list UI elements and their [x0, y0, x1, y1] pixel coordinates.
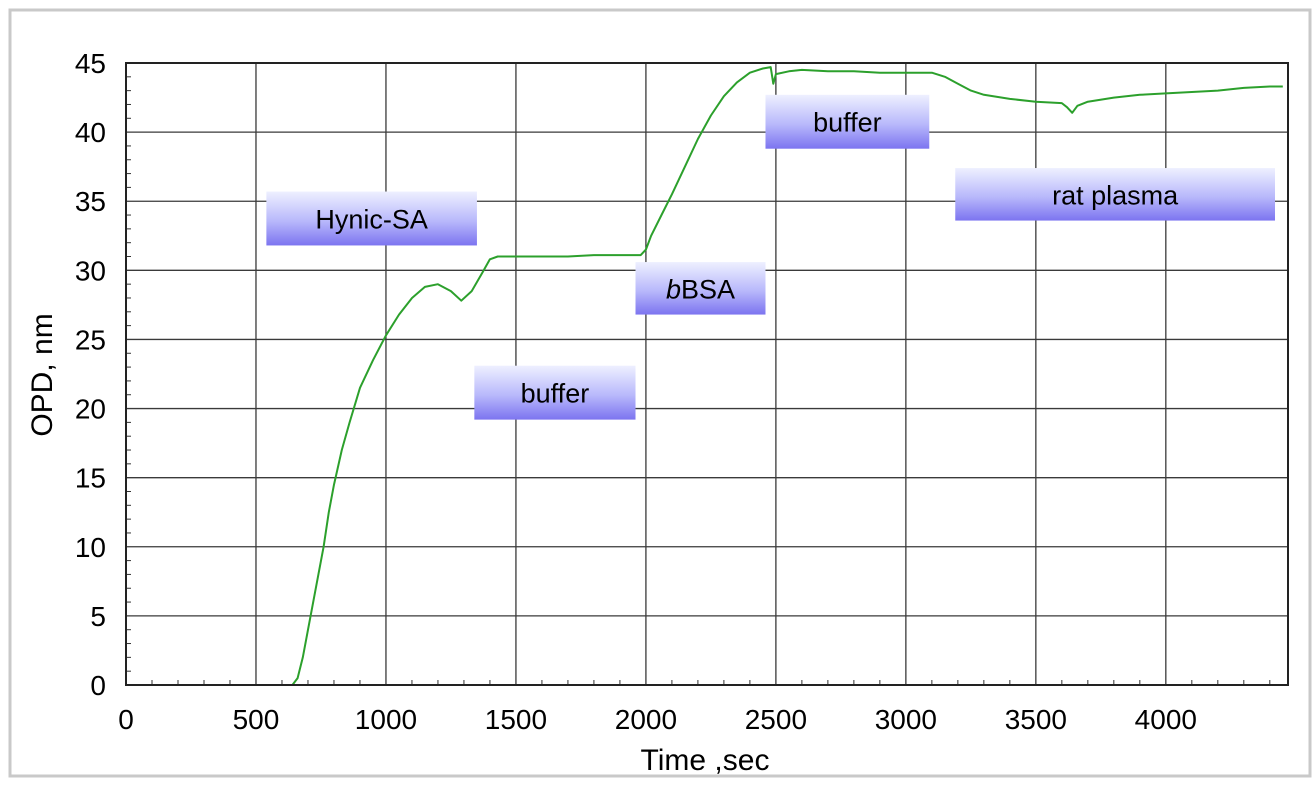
- x-tick-label: 4000: [1135, 704, 1197, 735]
- annotation-box: buffer: [765, 94, 930, 149]
- x-tick-label: 3500: [1005, 704, 1067, 735]
- annotation-box: bBSA: [635, 262, 766, 315]
- x-tick-label: 3000: [875, 704, 937, 735]
- y-axis-label: OPD, nm: [26, 313, 59, 436]
- x-tick-label: 2000: [615, 704, 677, 735]
- plot-area: [126, 63, 1288, 685]
- annotation-box: Hynic-SA: [266, 191, 477, 246]
- annotation-box-bg: [635, 262, 766, 315]
- y-tick-label: 0: [90, 670, 106, 701]
- annotation-label: buffer: [521, 379, 590, 409]
- annotation-box: rat plasma: [955, 168, 1276, 221]
- y-tick-label: 25: [75, 324, 106, 355]
- axes: 0 500 1000 1500 2000 2500 3000 3500 4000 0 5 10 15 20…: [75, 48, 1289, 735]
- x-tick-label: 1000: [355, 704, 417, 735]
- y-tick-label: 20: [75, 394, 106, 425]
- series-layer: [126, 66, 1283, 686]
- annotation-label: bBSA: [666, 274, 735, 304]
- y-tick-label: 45: [75, 48, 106, 79]
- y-tick-label: 5: [90, 601, 106, 632]
- annotation-boxes: Hynic-SA buffer bBSA buffer rat plasma: [266, 94, 1276, 420]
- x-axis-label: Time ,sec: [641, 744, 770, 777]
- annotation-label: rat plasma: [1052, 180, 1179, 210]
- y-tick-label: 35: [75, 186, 106, 217]
- grid: [126, 63, 1288, 685]
- y-tick-label: 30: [75, 255, 106, 286]
- y-tick-label: 15: [75, 463, 106, 494]
- annotation-label: Hynic-SA: [315, 205, 428, 235]
- x-tick-label: 0: [118, 704, 134, 735]
- annotation-label: buffer: [813, 108, 882, 138]
- x-tick-label: 1500: [485, 704, 547, 735]
- y-tick-label: 40: [75, 117, 106, 148]
- plot-frame: [125, 62, 1289, 686]
- x-tick-label: 2500: [745, 704, 807, 735]
- series-line: [126, 66, 1283, 686]
- x-tick-label: 500: [233, 704, 280, 735]
- annotation-box-bg: [266, 191, 477, 246]
- annotation-box-bg: [765, 94, 930, 149]
- annotation-box-bg: [474, 365, 636, 420]
- annotation-box: buffer: [474, 365, 636, 420]
- annotation-box-bg: [955, 168, 1276, 221]
- y-tick-label: 10: [75, 532, 106, 563]
